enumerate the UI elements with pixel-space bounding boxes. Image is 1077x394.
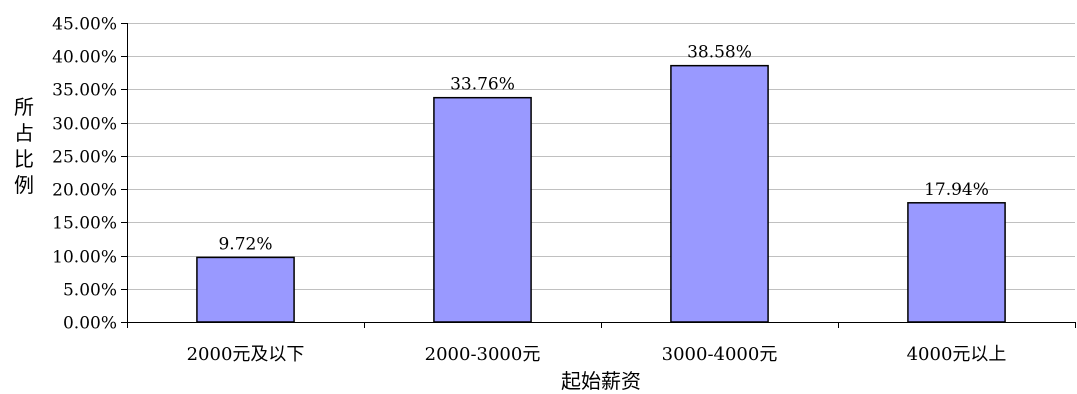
data-label: 38.58% [687, 43, 752, 63]
axes [121, 23, 1076, 328]
data-labels: 9.72% 33.76% 38.58% 17.94% [218, 43, 988, 255]
y-axis-title-char: 比 [14, 147, 34, 171]
data-label: 9.72% [218, 234, 272, 254]
y-tick-label: 10.00% [52, 248, 117, 268]
y-tick-label: 40.00% [52, 48, 117, 68]
bars [196, 64, 1006, 323]
y-tick-label: 25.00% [52, 148, 117, 168]
y-axis-title-char: 占 [14, 121, 34, 145]
y-axis-title-char: 所 [14, 95, 34, 119]
y-tick-label: 30.00% [52, 115, 117, 135]
gridlines [127, 23, 1075, 290]
x-axis-title: 起始薪资 [561, 369, 641, 393]
x-tick-label: 2000-3000元 [425, 344, 541, 365]
y-tick-labels: 0.00% 5.00% 10.00% 15.00% 20.00% 25.00% 30.00%… [52, 15, 117, 334]
x-tick-label: 2000元及以下 [187, 344, 305, 365]
y-axis-title: 所占比例 [14, 95, 34, 197]
x-tick-labels: 2000元及以下 2000-3000元 3000-4000元 4000元以上 [187, 344, 1007, 365]
y-tick-label: 20.00% [52, 181, 117, 201]
bar [433, 96, 532, 323]
y-tick-label: 15.00% [52, 214, 117, 234]
x-tick-label: 3000-4000元 [662, 344, 778, 365]
y-tick-label: 45.00% [52, 15, 117, 35]
y-tick-label: 5.00% [63, 281, 117, 301]
bar [196, 256, 295, 323]
data-label: 17.94% [924, 180, 989, 200]
y-axis-title-char: 例 [14, 173, 34, 197]
bar [907, 202, 1006, 323]
y-tick-label: 0.00% [63, 314, 117, 334]
y-tick-label: 35.00% [52, 81, 117, 101]
bar [670, 64, 769, 323]
data-label: 33.76% [450, 75, 515, 95]
x-tick-label: 4000元以上 [907, 344, 1007, 365]
